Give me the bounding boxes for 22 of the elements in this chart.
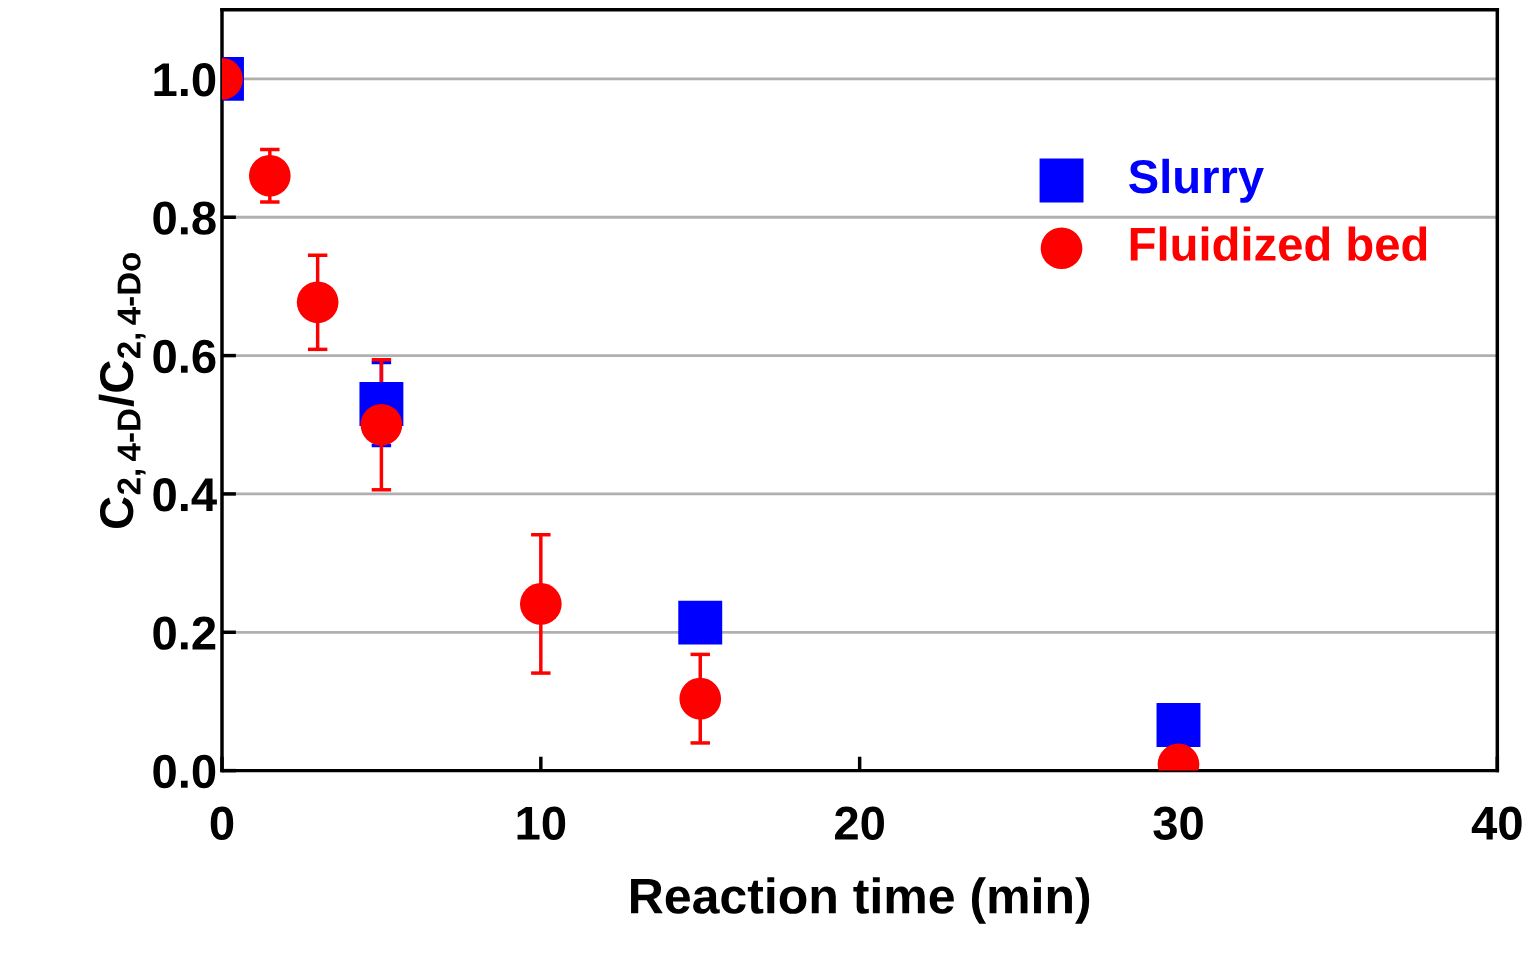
point (1156, 703, 1201, 747)
x-tick-label: 30 (1153, 806, 1203, 841)
y-tick-label: 1.0 (154, 63, 216, 97)
y-tick-label: 0.6 (153, 339, 216, 374)
x-tick-label: 0 (210, 806, 234, 841)
x-tick-label: 10 (517, 806, 566, 841)
y-tick-label: 0.8 (153, 201, 216, 235)
point (248, 154, 291, 197)
y-axis-title: C$_{2,4-D}$/C$_{2,4-Do}$ (98, 253, 146, 529)
y-tick-label: 0.4 (153, 478, 217, 512)
y-tick-label: 0.0 (153, 754, 216, 789)
x-tick-label: 20 (835, 806, 884, 841)
x-axis-title: Reaction time (min) (631, 877, 1090, 924)
legend-label: Fluidized bed (1130, 226, 1427, 262)
point (360, 403, 403, 446)
point (679, 677, 722, 720)
point (678, 600, 723, 645)
point (296, 281, 339, 324)
x-tick-label: 40 (1471, 806, 1522, 841)
legend-label: Slurry (1129, 158, 1264, 203)
point (519, 583, 562, 625)
y-tick-label: 0.2 (153, 616, 216, 650)
